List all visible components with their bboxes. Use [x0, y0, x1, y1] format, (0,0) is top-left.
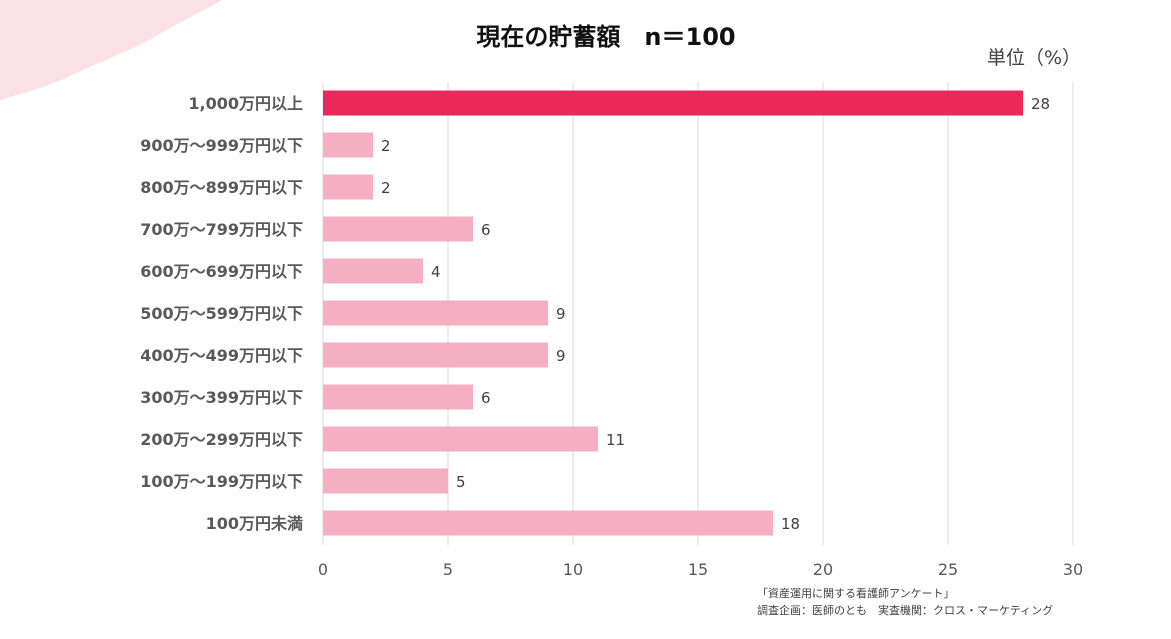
x-axis-ticks: 0 5 10 15 20 25 30 [318, 560, 1083, 579]
category-label: 300万～399万円以下 [140, 388, 303, 407]
x-tick-label: 0 [318, 560, 328, 579]
data-label: 28 [1031, 95, 1050, 113]
category-label: 1,000万円以上 [188, 94, 303, 113]
category-label: 600万～699万円以下 [140, 262, 303, 281]
bar-9 [323, 468, 448, 494]
bar-1 [323, 132, 373, 158]
gridlines [322, 82, 1074, 545]
source-note-line-2: 調査企画：医師のとも 実査機関：クロス・マーケティング [757, 603, 1053, 617]
bar-4 [323, 258, 423, 284]
data-labels: 28 2 2 6 4 9 9 6 11 5 18 [381, 95, 1050, 533]
category-label: 100万～199万円以下 [140, 472, 303, 491]
data-label: 4 [431, 263, 441, 281]
x-tick-label: 25 [938, 560, 958, 579]
bar-2 [323, 174, 373, 200]
x-tick-label: 15 [688, 560, 708, 579]
bar-3 [323, 216, 473, 242]
bar-0 [323, 90, 1023, 116]
data-label: 11 [606, 431, 625, 449]
data-label: 9 [556, 305, 566, 323]
category-label: 500万～599万円以下 [140, 304, 303, 323]
data-label: 6 [481, 389, 491, 407]
x-tick-label: 20 [813, 560, 833, 579]
category-label: 200万～299万円以下 [140, 430, 303, 449]
source-note-line-1: 「資産運用に関する看護師アンケート」 [757, 586, 955, 600]
bar-6 [323, 342, 548, 368]
unit-label: 単位（%） [987, 47, 1081, 69]
chart-title: 現在の貯蓄額 n＝100 [476, 23, 735, 51]
bar-5 [323, 300, 548, 326]
category-label: 900万～999万円以下 [140, 136, 303, 155]
category-label: 400万～499万円以下 [140, 346, 303, 365]
category-label: 800万～899万円以下 [140, 178, 303, 197]
bar-10 [323, 510, 773, 536]
x-tick-label: 5 [443, 560, 453, 579]
category-labels: 1,000万円以上 900万～999万円以下 800万～899万円以下 700万～79… [140, 94, 303, 533]
category-label: 100万円未満 [206, 514, 303, 533]
bar-7 [323, 384, 473, 410]
corner-brush-decoration [0, 0, 222, 100]
data-label: 2 [381, 179, 391, 197]
data-label: 2 [381, 137, 391, 155]
x-tick-label: 10 [563, 560, 583, 579]
data-label: 5 [456, 473, 466, 491]
bar-8 [323, 426, 598, 452]
data-label: 6 [481, 221, 491, 239]
x-tick-label: 30 [1063, 560, 1083, 579]
category-label: 700万～799万円以下 [140, 220, 303, 239]
bars [323, 90, 1023, 536]
data-label: 18 [781, 515, 800, 533]
data-label: 9 [556, 347, 566, 365]
